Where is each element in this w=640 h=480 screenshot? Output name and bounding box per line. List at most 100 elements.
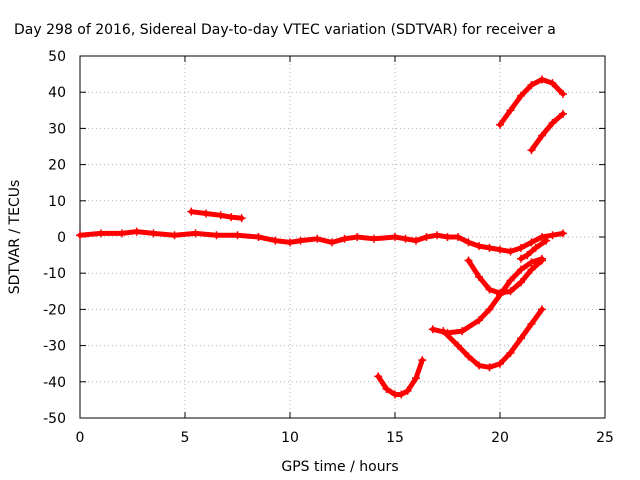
data-point bbox=[527, 80, 536, 89]
data-point bbox=[418, 356, 427, 365]
data-point bbox=[401, 234, 410, 243]
data-point bbox=[439, 327, 448, 336]
data-point bbox=[542, 236, 551, 245]
data-marks bbox=[76, 75, 567, 399]
chart-title: Day 298 of 2016, Sidereal Day-to-day VTE… bbox=[14, 22, 556, 38]
data-point bbox=[286, 238, 294, 247]
series-7 bbox=[374, 356, 427, 399]
data-point bbox=[443, 233, 452, 241]
data-point bbox=[216, 211, 225, 220]
series-trace bbox=[440, 306, 545, 370]
data-point bbox=[523, 251, 532, 260]
y-tick-label: 40 bbox=[48, 85, 66, 101]
data-point bbox=[527, 146, 536, 155]
data-point bbox=[454, 233, 462, 241]
data-point bbox=[538, 131, 546, 140]
data-point bbox=[191, 229, 200, 238]
data-point bbox=[454, 341, 462, 350]
data-point bbox=[496, 245, 504, 254]
data-point bbox=[382, 385, 391, 394]
data-point bbox=[187, 207, 196, 216]
data-point bbox=[475, 316, 483, 325]
data-point bbox=[433, 231, 441, 240]
data-point bbox=[527, 265, 536, 274]
data-point bbox=[233, 231, 242, 240]
data-point bbox=[506, 287, 515, 296]
data-point bbox=[254, 233, 263, 241]
data-point bbox=[374, 372, 383, 381]
x-tick-label: 20 bbox=[491, 430, 509, 446]
data-point bbox=[422, 233, 431, 241]
data-point bbox=[517, 254, 525, 263]
data-point bbox=[538, 305, 546, 314]
data-point bbox=[97, 229, 105, 238]
data-point bbox=[527, 258, 536, 267]
data-point bbox=[475, 361, 483, 370]
data-point bbox=[506, 276, 515, 285]
y-tick-label: -30 bbox=[43, 339, 66, 355]
data-point bbox=[548, 79, 557, 88]
data-point bbox=[403, 386, 412, 395]
data-point bbox=[118, 229, 126, 238]
data-point bbox=[475, 242, 483, 251]
x-tick-label: 25 bbox=[596, 430, 614, 446]
data-point bbox=[328, 238, 336, 247]
series-trace bbox=[529, 111, 566, 153]
y-tick-label: -50 bbox=[43, 411, 66, 427]
y-tick-label: -10 bbox=[43, 266, 66, 282]
data-point bbox=[527, 238, 536, 247]
data-point bbox=[538, 75, 546, 84]
data-point bbox=[517, 243, 525, 252]
data-point bbox=[548, 118, 557, 127]
data-point bbox=[538, 254, 546, 263]
data-point bbox=[464, 352, 473, 361]
data-point bbox=[149, 229, 158, 238]
y-axis-label: SDTVAR / TECUs bbox=[7, 180, 23, 295]
y-tick-label: -40 bbox=[43, 375, 66, 391]
data-point bbox=[340, 234, 349, 243]
data-point bbox=[464, 238, 473, 247]
y-tick-label: 10 bbox=[48, 194, 66, 210]
series-trace bbox=[430, 256, 545, 336]
data-point bbox=[517, 334, 525, 343]
series-1 bbox=[187, 207, 246, 223]
data-point bbox=[548, 231, 557, 240]
data-point bbox=[517, 265, 525, 274]
x-tick-label: 15 bbox=[386, 430, 404, 446]
data-point bbox=[559, 109, 567, 118]
series-trace bbox=[518, 238, 549, 262]
data-point bbox=[412, 374, 420, 383]
data-point bbox=[506, 247, 515, 256]
data-point bbox=[296, 236, 305, 245]
data-point bbox=[506, 348, 515, 357]
data-point bbox=[517, 278, 525, 287]
x-tick-label: 5 bbox=[181, 430, 190, 446]
x-tick-label: 0 bbox=[76, 430, 85, 446]
data-point bbox=[485, 243, 494, 252]
series-6 bbox=[439, 305, 546, 372]
ticks: 0 5 10 15 20 25 -50 -40 -30 -20 -10 0 10 20 30 40 50 bbox=[43, 49, 614, 446]
data-point bbox=[475, 272, 483, 281]
data-point bbox=[496, 120, 504, 129]
data-point bbox=[397, 390, 406, 399]
y-tick-label: 20 bbox=[48, 158, 66, 174]
y-tick-label: 0 bbox=[57, 230, 66, 246]
data-point bbox=[412, 236, 420, 245]
data-point bbox=[132, 227, 141, 236]
data-point bbox=[517, 91, 525, 100]
data-point bbox=[227, 213, 236, 222]
data-point bbox=[496, 290, 504, 299]
data-point bbox=[212, 231, 221, 240]
series-0 bbox=[76, 227, 567, 256]
data-point bbox=[370, 234, 378, 243]
data-point bbox=[170, 231, 179, 240]
y-tick-label: 30 bbox=[48, 121, 66, 137]
series-2 bbox=[496, 75, 567, 129]
data-point bbox=[506, 106, 515, 115]
x-axis-label: GPS time / hours bbox=[281, 459, 398, 475]
x-tick-label: 10 bbox=[281, 430, 299, 446]
data-point bbox=[237, 214, 246, 223]
data-point bbox=[313, 234, 322, 243]
data-point bbox=[485, 305, 494, 314]
